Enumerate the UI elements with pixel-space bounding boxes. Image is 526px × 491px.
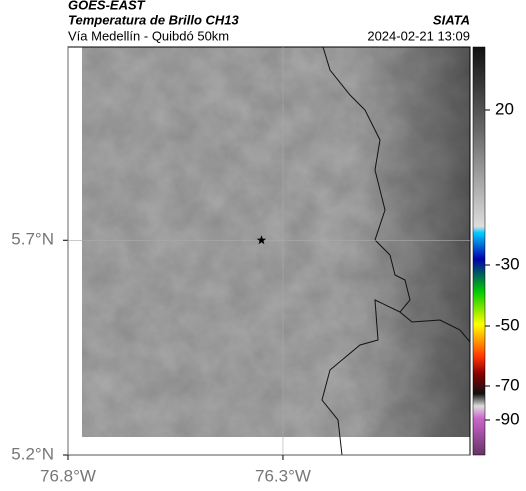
colorbar-label: -30 [495,254,520,273]
region: Vía Medellín - Quibdó 50km [68,28,229,43]
location-marker [256,235,267,245]
satellite-image [82,47,470,437]
boundaries [321,46,471,456]
colorbar-label: -50 [495,315,520,334]
lat-label: 5.7°N [11,230,54,249]
colorbar [472,46,486,456]
product: Temperatura de Brillo CH13 [68,12,240,27]
agency: SIATA [433,12,470,27]
header: GOES-EAST Temperatura de Brillo CH13 SIA… [68,0,470,43]
lat-label: 5.2°N [11,444,54,463]
timestamp: 2024-02-21 13:09 [367,28,470,43]
colorbar-label: 20 [495,99,514,118]
colorbar-label: -90 [495,409,520,428]
lon-label: 76.3°W [255,466,311,485]
colorbar-label: -70 [495,375,520,394]
lon-label: 76.8°W [40,466,96,485]
source: GOES-EAST [68,0,146,12]
